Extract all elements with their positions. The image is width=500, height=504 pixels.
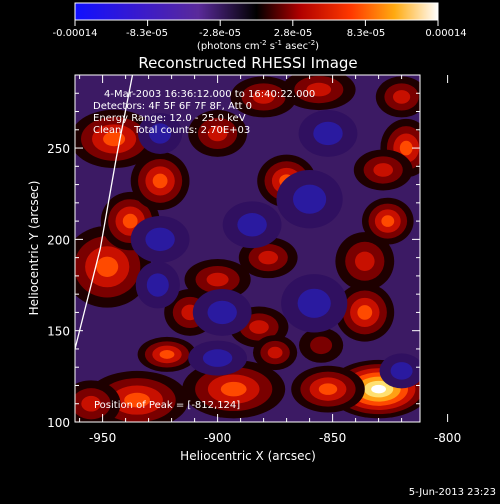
heatmap-contour <box>373 163 394 177</box>
heatmap-contour <box>293 184 327 214</box>
heatmap-blob <box>130 215 190 263</box>
colorbar-tick-label: -0.00014 <box>53 28 98 39</box>
colorbar-tick-label: 8.3e-05 <box>347 28 385 39</box>
heatmap-blob <box>130 151 190 211</box>
heatmap-contour <box>159 350 175 359</box>
y-tick-label: 250 <box>47 142 70 156</box>
heatmap-blob <box>222 201 282 249</box>
heatmap-layer <box>75 75 420 422</box>
heatmap-blob <box>135 261 180 309</box>
heatmap-contour <box>145 227 175 252</box>
chart-title: Reconstructed RHESSI Image <box>138 54 357 72</box>
heatmap-blob <box>75 380 121 422</box>
heatmap-blob <box>335 283 395 342</box>
heatmap-contour <box>220 381 247 397</box>
heatmap-contour <box>96 256 119 277</box>
heatmap-contour <box>318 383 338 395</box>
heatmap-contour <box>313 121 343 146</box>
heatmap-contour <box>207 300 237 325</box>
heatmap-blob <box>298 110 358 157</box>
heatmap-blob <box>182 359 286 419</box>
solar-limb <box>75 75 134 350</box>
footer-date: 5-Jun-2013 23:23 <box>409 487 496 498</box>
heatmap-contour <box>297 288 331 318</box>
annotation-energy-range: Energy Range: 12.0 - 25.0 keV <box>93 113 246 124</box>
heatmap-blob <box>188 110 248 157</box>
heatmap-contour <box>149 123 172 144</box>
heatmap-contour <box>124 392 150 408</box>
heatmap-contour <box>306 82 332 97</box>
colorbar-tick-label: -8.3e-05 <box>126 28 168 39</box>
plot-frame <box>74 74 421 423</box>
heatmap-contour <box>399 140 413 156</box>
heatmap-contour <box>267 346 283 359</box>
heatmap-blob <box>379 353 420 389</box>
y-tick-label: 100 <box>47 416 70 430</box>
heatmap-blob <box>282 75 356 111</box>
heatmap-blob <box>75 109 159 169</box>
colorbar-tick-label: -2.8e-05 <box>199 28 241 39</box>
heatmap-contour <box>249 320 269 334</box>
colorbar-ticks <box>74 20 439 26</box>
heatmap-blob <box>188 340 248 376</box>
heatmap-contour <box>252 90 275 104</box>
heatmap-contour <box>390 362 413 380</box>
heatmap-blob <box>335 232 395 291</box>
y-axis-label: Heliocentric Y (arcsec) <box>27 181 41 316</box>
heatmap-contour <box>81 395 101 412</box>
annotation-time-range: 4-Mar-2003 16:36:12.000 to 16:40:22.000 <box>104 89 315 100</box>
y-tick-label: 150 <box>47 325 70 339</box>
heatmap-blob <box>138 112 183 154</box>
peak-position-label: Position of Peak = [-812,124] <box>94 400 240 411</box>
heatmap-contour <box>146 273 169 297</box>
y-axis-ticks: 100 150 200 250 <box>47 74 420 430</box>
heatmap-blob <box>353 149 413 191</box>
heatmap-contour <box>355 251 375 271</box>
heatmap-contour <box>122 213 138 229</box>
heatmap-contour <box>381 215 395 227</box>
heatmap-blob <box>375 76 420 118</box>
heatmap-contour <box>357 305 373 320</box>
heatmap-blob <box>281 274 348 333</box>
annotation-detectors: Detectors: 4F 5F 6F 7F 8F, Att 0 <box>93 101 252 112</box>
colorbar-tick-label: 0.00014 <box>425 28 466 39</box>
y-tick-label: 200 <box>47 233 70 247</box>
heatmap-blob <box>253 335 298 371</box>
colorbar-tick-label: 2.8e-05 <box>274 28 312 39</box>
heatmap-contour <box>206 272 229 287</box>
heatmap-contour <box>207 125 228 142</box>
heatmap-blob <box>137 336 197 372</box>
x-tick-label: -800 <box>434 431 461 445</box>
limb-line <box>75 75 134 350</box>
heatmap-blob <box>184 259 251 301</box>
heatmap-contour <box>371 384 386 394</box>
annotation-total-counts: Clean Total counts: 2.70E+03 <box>93 125 250 136</box>
heatmap-blob <box>291 365 365 413</box>
heatmap-blob <box>192 289 252 336</box>
x-tick-label: -950 <box>89 431 116 445</box>
heatmap-blob <box>230 76 297 118</box>
heatmap-blob <box>299 327 344 363</box>
x-axis-label: Heliocentric X (arcsec) <box>180 449 316 463</box>
heatmap-contour <box>310 336 333 355</box>
x-tick-label: -900 <box>204 431 231 445</box>
heatmap-contour <box>393 90 411 104</box>
heatmap-contour <box>237 213 267 237</box>
colorbar-unit-label: (photons cm-2 s-1 asec-2) <box>197 39 319 52</box>
heatmap-contour <box>258 250 279 265</box>
colorbar <box>74 2 439 21</box>
x-axis-ticks: -950 -900 -850 -800 <box>79 75 461 445</box>
heatmap-contour <box>152 173 168 189</box>
x-tick-label: -850 <box>319 431 346 445</box>
heatmap-blob <box>276 169 343 229</box>
heatmap-contour <box>202 349 233 367</box>
heatmap-blob <box>362 197 414 245</box>
